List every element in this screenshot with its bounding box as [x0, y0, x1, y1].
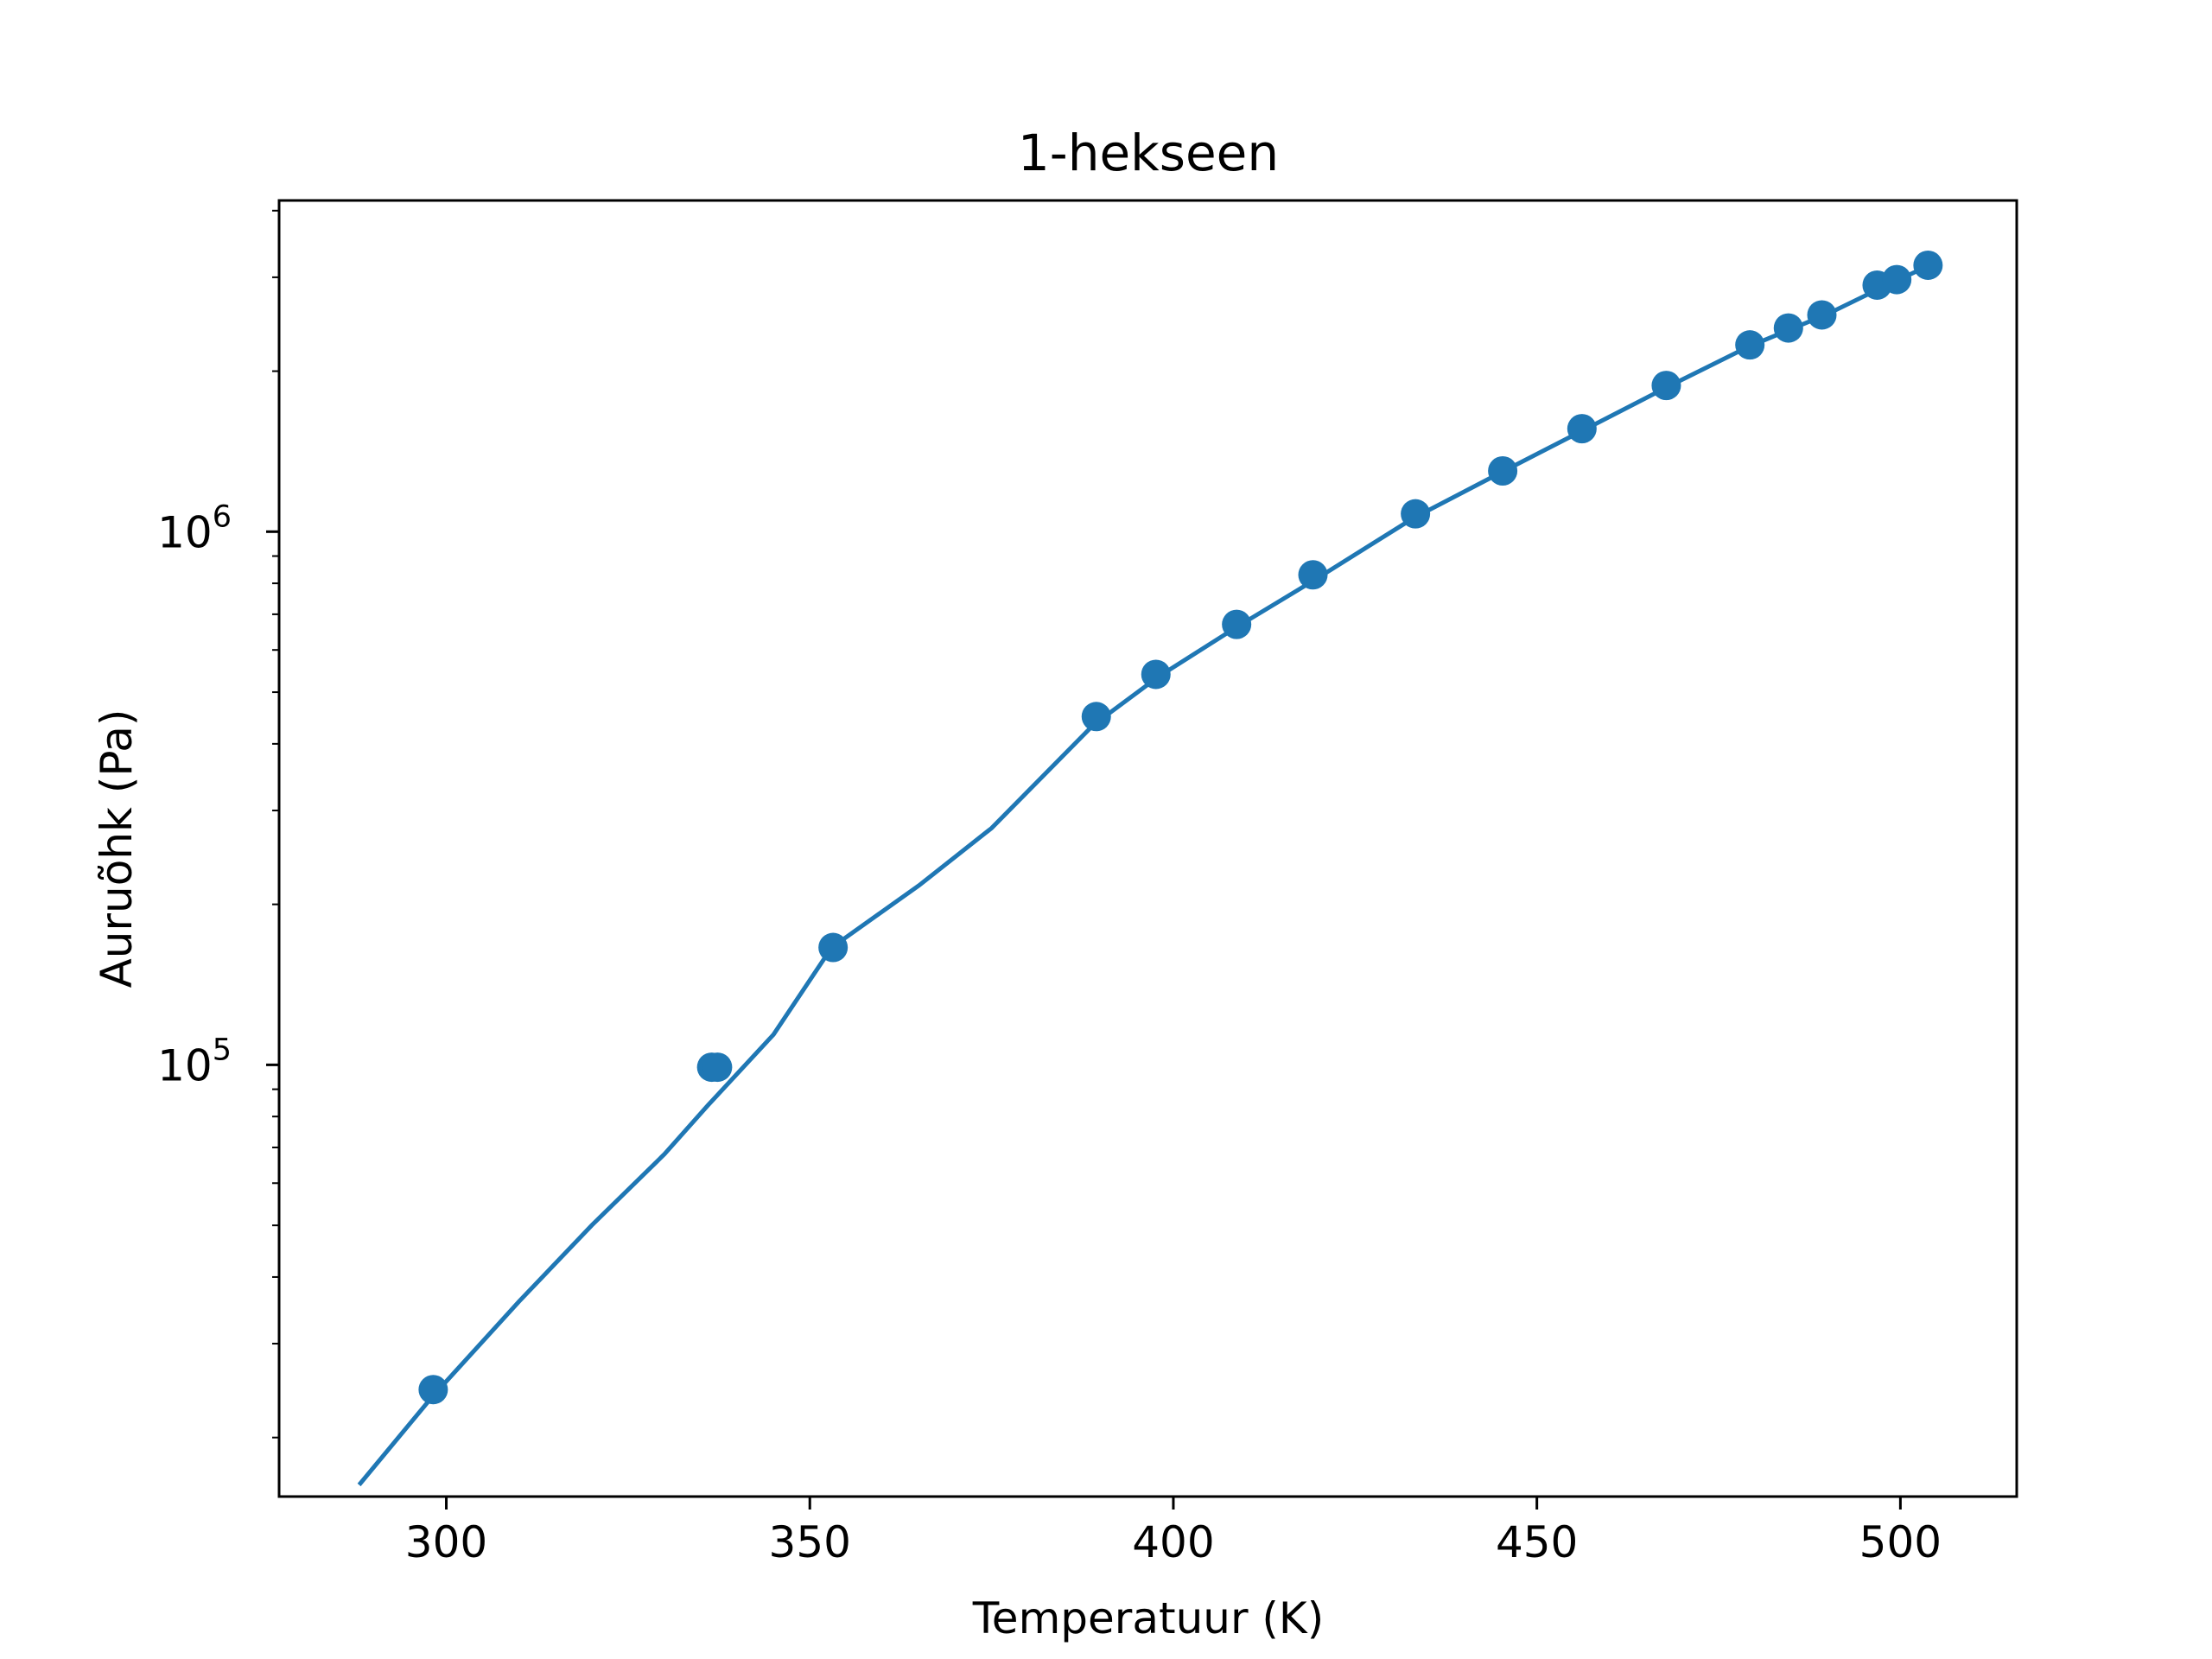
chart-title: 1-hekseen [1018, 124, 1279, 182]
data-point [1807, 300, 1837, 330]
y-axis-label: Auruõhk (Pa) [92, 709, 142, 988]
y-tick-label: 105 [157, 1033, 232, 1090]
data-point [818, 932, 849, 963]
plot-frame [277, 199, 2018, 1498]
data-point [1913, 250, 1943, 280]
data-point [1567, 414, 1597, 444]
plot-area [277, 199, 2018, 1498]
x-tick-label: 350 [769, 1517, 851, 1567]
y-tick-label-base: 10 [157, 1040, 213, 1090]
data-point [1298, 560, 1328, 590]
data-point [1401, 499, 1431, 529]
data-point [1651, 371, 1681, 401]
y-tick-label-exponent: 6 [213, 499, 232, 534]
data-point [1081, 702, 1111, 732]
x-tick-label: 400 [1132, 1517, 1214, 1567]
data-point [702, 1052, 733, 1083]
data-point [1735, 330, 1765, 360]
data-point [1141, 659, 1171, 690]
x-tick-label: 300 [405, 1517, 487, 1567]
data-point [418, 1375, 448, 1405]
data-point [1882, 264, 1912, 295]
y-tick-label-base: 10 [157, 507, 213, 557]
data-point [1222, 609, 1252, 639]
data-point [1773, 313, 1803, 343]
data-point [1488, 455, 1518, 486]
x-tick-label: 500 [1859, 1517, 1942, 1567]
y-tick-label: 106 [157, 499, 232, 557]
y-tick-label-exponent: 5 [213, 1033, 232, 1067]
data-points [418, 250, 1943, 1405]
x-axis: 300 350 400 450 500 [405, 1497, 1942, 1567]
x-tick-label: 450 [1496, 1517, 1578, 1567]
x-axis-label: Temperatuur (K) [972, 1593, 1324, 1643]
